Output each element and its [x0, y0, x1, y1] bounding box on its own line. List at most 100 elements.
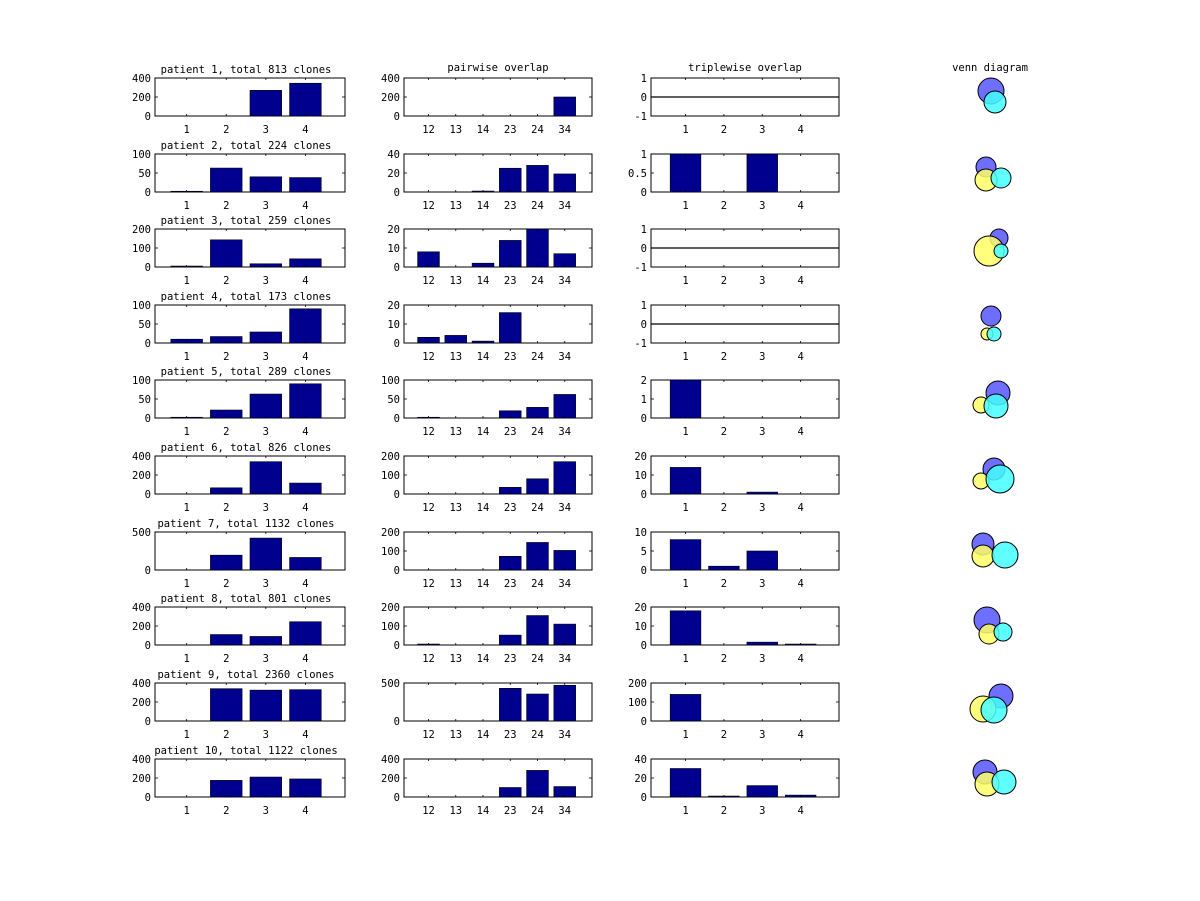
- y-tick-label: 200: [132, 224, 151, 236]
- venn-diagram: [969, 683, 1014, 724]
- y-tick-label: 200: [381, 602, 400, 614]
- x-tick-label: 4: [797, 275, 803, 287]
- y-tick-label: 100: [381, 375, 400, 387]
- x-tick-label: 3: [759, 805, 765, 817]
- x-tick-label: 24: [531, 502, 544, 514]
- y-tick-label: 500: [381, 678, 400, 690]
- bar: [669, 610, 702, 646]
- bar: [249, 689, 282, 722]
- patient-title: patient 3, total 259 clones: [161, 215, 332, 227]
- pairwise-chart: 12 13 14 23 24 34 0 50 100: [381, 375, 593, 438]
- patient-title: patient 9, total 2360 clones: [157, 669, 334, 681]
- y-tick-label: 200: [628, 678, 647, 690]
- x-tick-label: 3: [263, 578, 269, 590]
- bar: [526, 478, 549, 495]
- x-tick-label: 4: [797, 124, 803, 136]
- x-tick-label: 23: [504, 124, 517, 136]
- x-tick-label: 2: [223, 124, 229, 136]
- bar: [553, 550, 576, 571]
- venn-diagram: [972, 380, 1011, 419]
- y-tick-label: 100: [132, 300, 151, 312]
- x-tick-label: 12: [422, 578, 435, 590]
- patient-title: patient 10, total 1122 clones: [154, 745, 337, 757]
- venn-diagram: [972, 457, 1015, 494]
- x-tick-label: 1: [184, 426, 190, 438]
- bar: [210, 239, 243, 268]
- clones-chart: 1 2 3 4 0 200 400: [132, 73, 346, 136]
- bar: [249, 776, 282, 798]
- x-tick-label: 4: [302, 578, 308, 590]
- y-tick-label: 400: [132, 678, 151, 690]
- x-tick-label: 3: [759, 578, 765, 590]
- y-tick-label: 0: [641, 413, 647, 425]
- x-tick-label: 12: [422, 426, 435, 438]
- y-tick-label: 400: [381, 73, 400, 85]
- venn-diagram: [973, 228, 1009, 267]
- y-tick-label: 0: [394, 262, 400, 274]
- x-tick-label: 12: [422, 351, 435, 363]
- x-tick-label: 24: [531, 426, 544, 438]
- y-tick-label: 0: [145, 565, 151, 577]
- y-tick-label: 0: [394, 111, 400, 123]
- bar: [210, 688, 243, 722]
- bar: [210, 554, 243, 571]
- bar: [289, 689, 322, 722]
- x-tick-label: 4: [302, 351, 308, 363]
- venn-circle: [971, 544, 995, 568]
- y-tick-label: 0: [145, 716, 151, 728]
- y-tick-label: 0: [641, 716, 647, 728]
- x-tick-label: 2: [223, 653, 229, 665]
- x-tick-label: 12: [422, 502, 435, 514]
- bar: [289, 778, 322, 798]
- clones-chart: 1 2 3 4 0 200 400: [132, 602, 346, 665]
- pairwise-chart: 12 13 14 23 24 34 0 200 400: [381, 73, 593, 136]
- triplewise-chart: 1 2 3 4 -1 0 1: [634, 300, 840, 363]
- bar: [249, 537, 282, 571]
- bar: [499, 167, 522, 193]
- x-tick-label: 2: [223, 275, 229, 287]
- y-tick-label: 200: [381, 451, 400, 463]
- x-tick-label: 24: [531, 351, 544, 363]
- x-tick-label: 13: [449, 426, 462, 438]
- x-tick-label: 3: [759, 426, 765, 438]
- clones-chart: 1 2 3 4 0 50 100: [132, 149, 346, 212]
- x-tick-label: 13: [449, 502, 462, 514]
- x-tick-label: 24: [531, 729, 544, 741]
- triplewise-chart: 1 2 3 4 0 1 2: [641, 375, 840, 438]
- bar: [289, 177, 322, 193]
- x-tick-label: 4: [302, 653, 308, 665]
- pairwise-chart: 12 13 14 23 24 34 0 100 200: [381, 527, 593, 590]
- y-tick-label: 0: [394, 413, 400, 425]
- x-tick-label: 12: [422, 805, 435, 817]
- venn-diagram: [980, 305, 1002, 342]
- x-tick-label: 3: [759, 200, 765, 212]
- venn-circle: [985, 464, 1015, 494]
- x-tick-label: 34: [558, 502, 571, 514]
- bar: [669, 694, 702, 722]
- x-tick-label: 23: [504, 426, 517, 438]
- y-tick-label: 200: [132, 621, 151, 633]
- x-tick-label: 3: [263, 729, 269, 741]
- venn-circle: [986, 326, 1002, 342]
- venn-circle: [991, 541, 1019, 569]
- bar: [553, 173, 576, 193]
- x-tick-label: 3: [263, 426, 269, 438]
- venn-circle: [993, 243, 1009, 259]
- y-tick-label: 0: [641, 187, 647, 199]
- x-tick-label: 2: [223, 351, 229, 363]
- x-tick-label: 4: [797, 578, 803, 590]
- y-tick-label: 50: [138, 319, 151, 331]
- x-tick-label: 12: [422, 653, 435, 665]
- y-tick-label: 10: [634, 527, 647, 539]
- pairwise-chart: 12 13 14 23 24 34 0 500: [381, 678, 593, 741]
- x-tick-label: 3: [263, 200, 269, 212]
- bar: [499, 688, 522, 722]
- x-tick-label: 13: [449, 200, 462, 212]
- triplewise-chart: 1 2 3 4 0 10 20: [634, 451, 840, 514]
- y-tick-label: 0: [641, 640, 647, 652]
- x-tick-label: 34: [558, 200, 571, 212]
- x-tick-label: 13: [449, 653, 462, 665]
- x-tick-label: 12: [422, 200, 435, 212]
- bar: [249, 393, 282, 419]
